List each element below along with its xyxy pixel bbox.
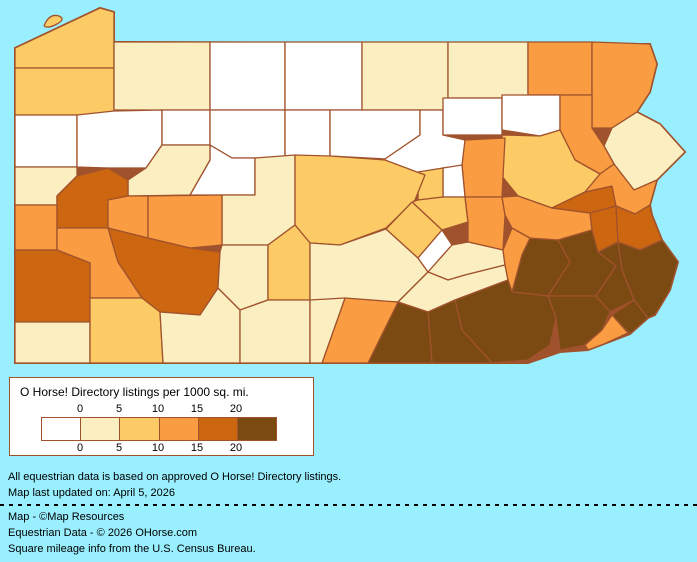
- county-greene[interactable]: Greene: [14, 321, 91, 364]
- county-monroe[interactable]: Monroe: [584, 163, 658, 215]
- county-delaware[interactable]: Delaware: [584, 314, 629, 351]
- legend-tick-label: 5: [115, 442, 123, 454]
- county-crawford[interactable]: Crawford: [14, 67, 115, 116]
- county-mercer[interactable]: Mercer: [14, 114, 78, 168]
- legend-tick-label: 10: [151, 442, 165, 454]
- legend-tick-label: 5: [115, 403, 123, 415]
- legend-swatch-10-15: [159, 418, 199, 440]
- county-susquehanna[interactable]: Susquehanna: [527, 41, 593, 96]
- credit-map-resources: Map - ©Map Resources: [8, 511, 125, 523]
- dashed-divider: [0, 504, 697, 506]
- county-tioga[interactable]: Tioga: [361, 41, 449, 111]
- legend-swatch-0-5: [81, 418, 121, 440]
- legend: O Horse! Directory listings per 1000 sq.…: [9, 377, 314, 456]
- county-beaver[interactable]: Beaver: [14, 204, 58, 251]
- county-philadelphia[interactable]: Philadelphia: [611, 299, 649, 335]
- legend-swatch-5-10: [120, 418, 160, 440]
- county-indiana[interactable]: Indiana: [147, 194, 223, 249]
- county-bradford[interactable]: Bradford: [447, 41, 529, 99]
- credit-census-bureau: Square mileage info from the U.S. Census…: [8, 543, 256, 555]
- county-potter[interactable]: Potter: [284, 41, 363, 111]
- county-columbia[interactable]: Columbia: [461, 137, 506, 198]
- county-venango[interactable]: Venango: [76, 109, 163, 169]
- county-elk[interactable]: Elk: [209, 109, 286, 159]
- pa-map-svg: ErieCrawfordWarrenMcKeanPotterTiogaBradf…: [14, 6, 687, 364]
- credit-equestrian-data: Equestrian Data - © 2026 OHorse.com: [8, 527, 198, 539]
- county-forest[interactable]: Forest: [161, 109, 211, 146]
- county-montgomery[interactable]: Montgomery: [595, 241, 635, 313]
- legend-color-scale: [41, 417, 277, 441]
- county-fulton[interactable]: Fulton: [309, 297, 346, 364]
- county-washington[interactable]: Washington: [14, 249, 91, 323]
- county-fayette[interactable]: Fayette: [89, 297, 164, 364]
- county-mckean[interactable]: McKean: [209, 41, 286, 111]
- legend-ticks-bottom: 0 5 10 15 20: [10, 442, 315, 454]
- county-warren[interactable]: Warren: [113, 41, 211, 111]
- legend-swatch-15-20: [198, 418, 238, 440]
- legend-title: O Horse! Directory listings per 1000 sq.…: [20, 385, 249, 399]
- county-sullivan[interactable]: Sullivan: [442, 97, 503, 136]
- legend-ticks-top: 0 5 10 15 20: [10, 403, 315, 415]
- county-montour[interactable]: Montour: [442, 164, 466, 198]
- county-bedford[interactable]: Bedford: [239, 299, 311, 364]
- county-wayne[interactable]: Wayne: [591, 41, 658, 129]
- disclaimer-line-1: All equestrian data is based on approved…: [8, 471, 342, 483]
- legend-tick-label: 0: [76, 403, 84, 415]
- county-wyoming[interactable]: Wyoming: [501, 94, 561, 137]
- county-erie[interactable]: Erie: [14, 7, 115, 69]
- legend-swatch-0: [42, 418, 82, 440]
- legend-tick-label: 20: [229, 403, 243, 415]
- legend-tick-label: 20: [229, 442, 243, 454]
- legend-tick-label: 15: [190, 442, 204, 454]
- legend-swatch-20+: [237, 418, 277, 440]
- county-cameron[interactable]: Cameron: [284, 109, 331, 159]
- legend-tick-label: 0: [76, 442, 84, 454]
- legend-tick-label: 10: [151, 403, 165, 415]
- legend-tick-label: 15: [190, 403, 204, 415]
- presque-isle-peninsula: [43, 14, 63, 28]
- map-updated-line: Map last updated on: April 5, 2026: [8, 487, 175, 499]
